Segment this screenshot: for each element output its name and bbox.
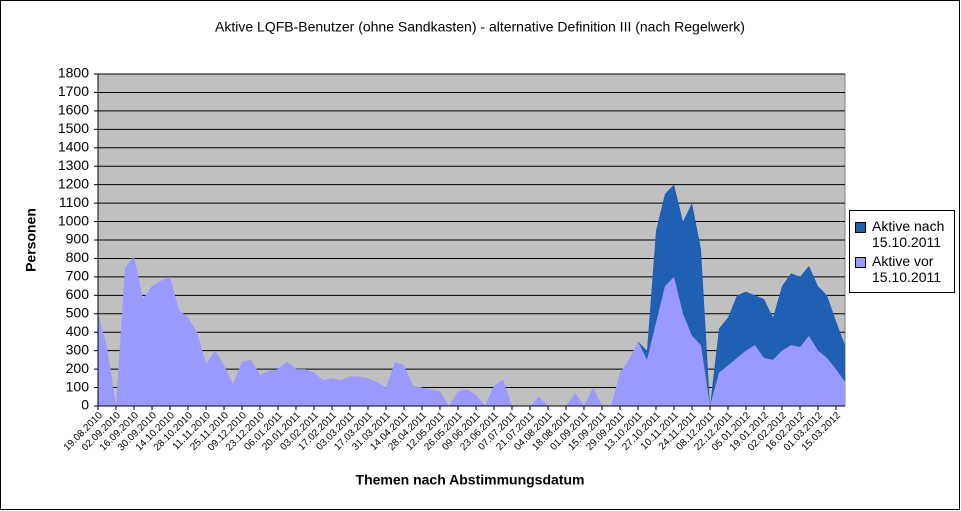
y-tick-label: 1100	[59, 194, 89, 210]
x-axis-title: Themen nach Abstimmungsdatum	[356, 472, 585, 488]
y-tick-label: 700	[66, 268, 90, 284]
y-tick-label: 1300	[58, 157, 89, 173]
y-tick-label: 1000	[58, 212, 89, 228]
y-tick-label: 1200	[58, 175, 89, 191]
legend: Aktive nach 15.10.2011 Aktive vor 15.10.2…	[849, 210, 955, 293]
legend-item: Aktive vor 15.10.2011	[852, 253, 952, 285]
legend-label: Aktive nach 15.10.2011	[872, 218, 945, 250]
y-tick-label: 400	[66, 323, 90, 339]
y-tick-label: 800	[66, 249, 90, 265]
y-tick-label: 100	[66, 378, 90, 394]
y-tick-label: 200	[66, 360, 90, 376]
y-tick-label: 300	[66, 341, 90, 357]
y-tick-label: 1400	[58, 138, 89, 154]
legend-swatch	[855, 257, 866, 268]
y-tick-label: 500	[66, 304, 90, 320]
y-tick-label: 900	[66, 231, 90, 247]
area	[98, 184, 845, 406]
y-tick-label: 0	[81, 397, 89, 413]
y-tick-label: 600	[66, 286, 90, 302]
y-tick-label: 1600	[58, 102, 89, 118]
y-tick-label: 1700	[58, 83, 89, 99]
area	[98, 256, 845, 406]
legend-item: Aktive nach 15.10.2011	[852, 218, 952, 250]
y-axis-title: Personen	[23, 208, 39, 272]
y-tick-label: 1800	[58, 65, 89, 81]
y-tick-label: 1500	[58, 120, 89, 136]
legend-swatch	[855, 222, 866, 233]
chart-title: Aktive LQFB-Benutzer (ohne Sandkasten) -…	[215, 19, 745, 35]
legend-label: Aktive vor 15.10.2011	[872, 253, 942, 285]
